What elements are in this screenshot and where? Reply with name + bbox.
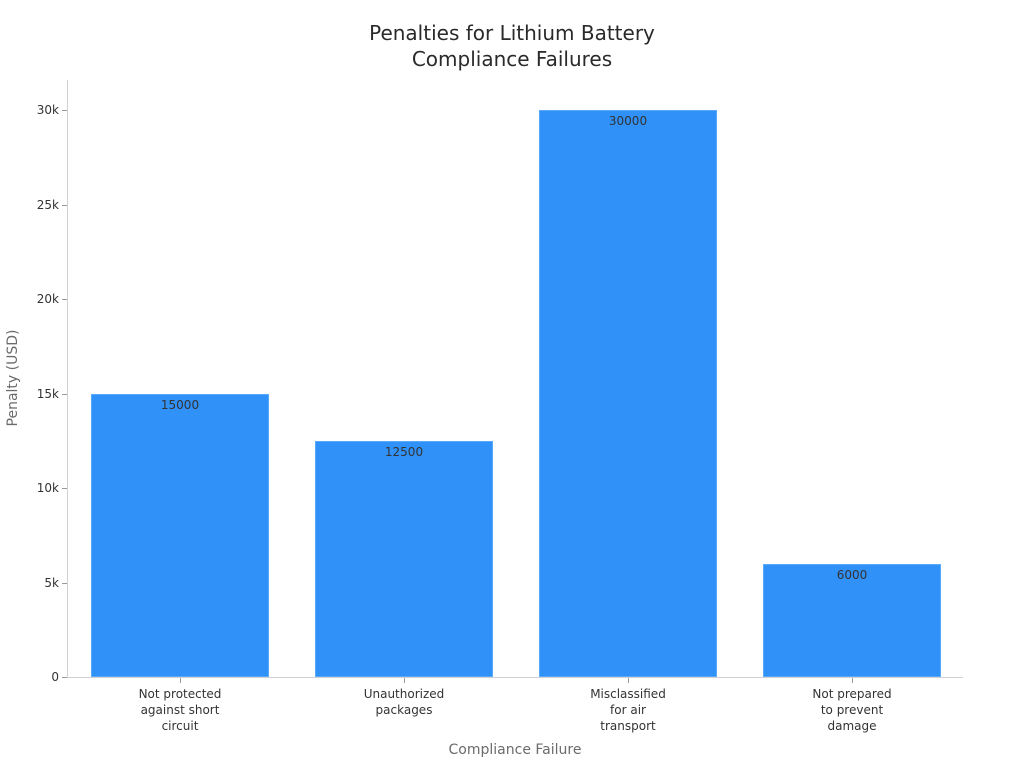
y-tick-label: 15k — [36, 386, 59, 401]
y-tick-mark — [62, 110, 67, 111]
y-tick-mark — [62, 393, 67, 395]
bar[interactable]: 6000 — [763, 563, 941, 677]
y-tick: 20k — [0, 292, 67, 306]
bar[interactable]: 12500 — [315, 440, 493, 677]
y-tick-mark — [62, 204, 67, 206]
y-tick-label: 25k — [36, 197, 59, 212]
x-axis-label: Compliance Failure — [448, 742, 582, 758]
y-tick: 5k — [0, 576, 67, 590]
chart-title-line-2: Compliance Failures — [411, 47, 613, 71]
bar-value-label: 30000 — [608, 114, 648, 128]
y-axis-line — [67, 80, 68, 677]
y-tick: 25k — [0, 198, 67, 212]
x-tick-label: Not prepared to prevent damage — [812, 687, 892, 733]
y-axis-label: Penalty (USD) — [5, 329, 21, 427]
y-tick: 15k — [0, 387, 67, 401]
y-tick: 0 — [0, 670, 67, 684]
y-tick-mark — [62, 582, 67, 584]
bar[interactable]: 30000 — [539, 110, 717, 677]
x-tick-mark — [852, 678, 853, 683]
y-tick-mark — [62, 488, 67, 489]
y-tick: 10k — [0, 481, 67, 495]
x-axis-line — [67, 677, 963, 678]
bar-value-label: 6000 — [836, 567, 868, 582]
y-tick-label: 20k — [36, 292, 59, 306]
y-tick-label: 30k — [36, 103, 59, 117]
y-tick-mark — [62, 299, 67, 300]
y-tick-label: 10k — [36, 481, 59, 495]
y-tick-mark — [62, 677, 67, 678]
chart-title-line-1: Penalties for Lithium Battery — [369, 21, 655, 45]
y-tick: 30k — [0, 103, 67, 117]
chart-title: Penalties for Lithium Battery Compliance… — [0, 20, 1024, 72]
y-tick-label: 0 — [51, 670, 59, 684]
x-tick-mark — [628, 678, 629, 683]
bar[interactable]: 15000 — [91, 393, 269, 677]
y-tick-label: 5k — [44, 575, 59, 590]
x-tick-mark — [180, 678, 181, 683]
x-tick-mark — [404, 678, 405, 683]
x-tick-label: Unauthorized packages — [363, 687, 445, 717]
bar-value-label: 15000 — [160, 397, 200, 412]
x-tick-label: Not protected against short circuit — [138, 687, 222, 733]
bar-value-label: 12500 — [384, 444, 424, 459]
x-tick-label: Misclassified for air transport — [590, 687, 666, 733]
